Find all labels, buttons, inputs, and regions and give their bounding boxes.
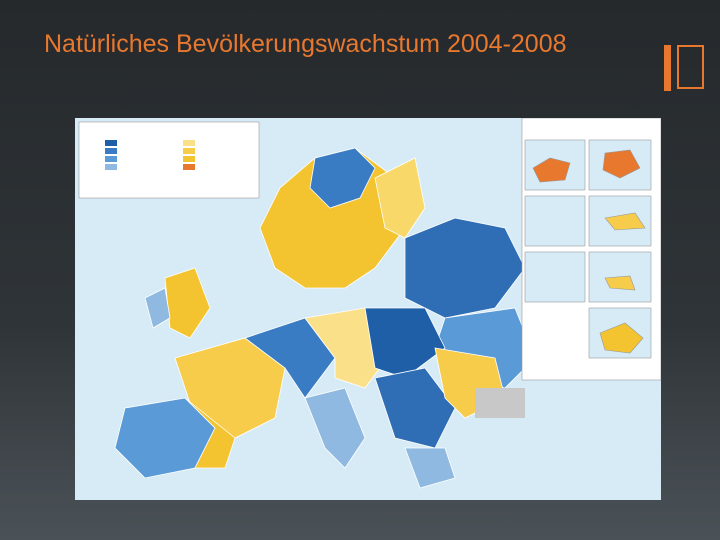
legend (78, 121, 260, 199)
accent-box (677, 45, 704, 89)
accent-bar (664, 45, 671, 91)
land (114, 147, 536, 489)
map-image (75, 118, 661, 500)
non-eu-area (475, 388, 525, 418)
slide-title: Natürliches Bevölkerungswachstum 2004-20… (44, 30, 567, 58)
insets (521, 118, 661, 381)
